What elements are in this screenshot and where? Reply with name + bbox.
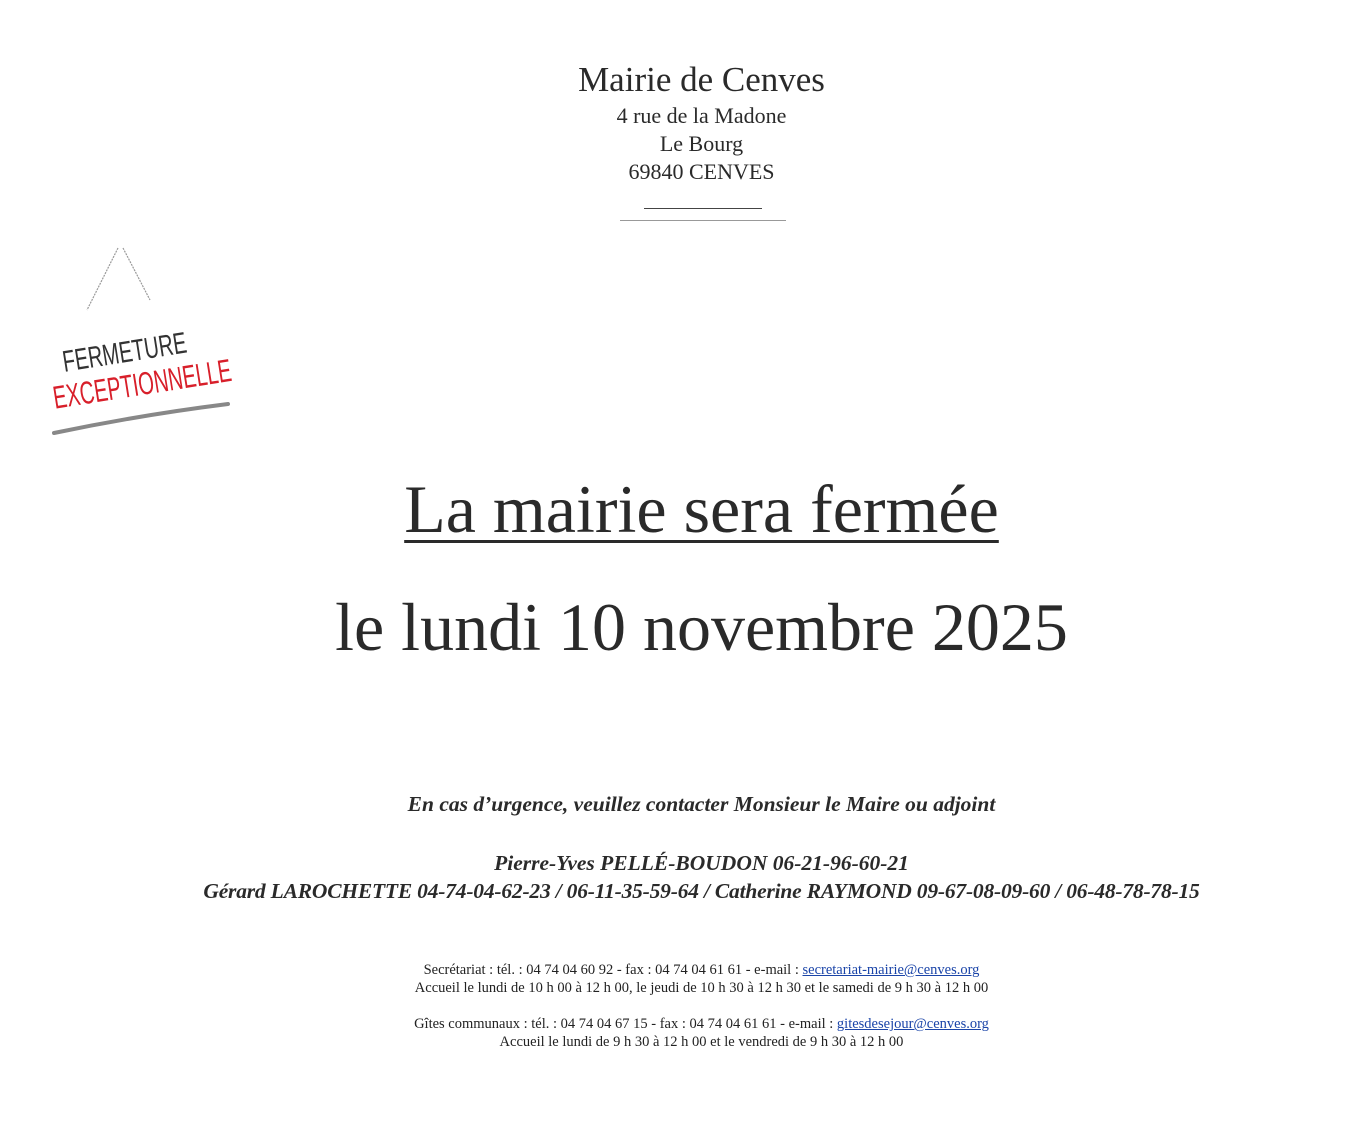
header-divider: [644, 208, 762, 209]
organization-name: Mairie de Cenves: [578, 60, 825, 99]
gites-hours: Accueil le lundi de 9 h 30 à 12 h 00 et …: [499, 1034, 904, 1050]
secretariat-contact: Secrétariat : tél. : 04 74 04 60 92 - fa…: [0, 962, 1369, 979]
sign-string-left: [86, 247, 119, 311]
gites-email-link[interactable]: gitesdesejour@cenves.org: [836, 1016, 989, 1032]
secretariat-hours: Accueil le lundi de 10 h 00 à 12 h 00, l…: [414, 980, 989, 996]
secretariat-text: Secrétariat : tél. : 04 74 04 60 92 - fa…: [423, 962, 803, 978]
secretariat-email-link[interactable]: secretariat-mairie@cenves.org: [802, 962, 980, 978]
gites-contact: Gîtes communaux : tél. : 04 74 04 67 15 …: [0, 1016, 1369, 1033]
closure-sign-image: FERMETURE EXCEPTIONNELLE: [50, 247, 234, 435]
gites-text: Gîtes communaux : tél. : 04 74 04 67 15 …: [414, 1016, 837, 1032]
header-divider-2: [620, 220, 786, 221]
emergency-intro: En cas d’urgence, veuillez contacter Mon…: [407, 792, 996, 816]
emergency-contact-1: Pierre-Yves PELLÉ-BOUDON 06-21-96-60-21: [494, 851, 909, 875]
sign-string-right: [122, 247, 151, 301]
closure-title: La mairie sera fermée: [0, 470, 1369, 549]
closure-title-text: La mairie sera fermée: [404, 471, 999, 547]
emergency-contact-2: Gérard LAROCHETTE 04-74-04-62-23 / 06-11…: [203, 879, 1200, 903]
sign-shadow: [52, 402, 230, 435]
closure-date: le lundi 10 novembre 2025: [335, 589, 1068, 665]
address-line-3: 69840 CENVES: [628, 159, 775, 184]
address-line-2: Le Bourg: [659, 131, 744, 156]
address-line-1: 4 rue de la Madone: [616, 103, 787, 128]
